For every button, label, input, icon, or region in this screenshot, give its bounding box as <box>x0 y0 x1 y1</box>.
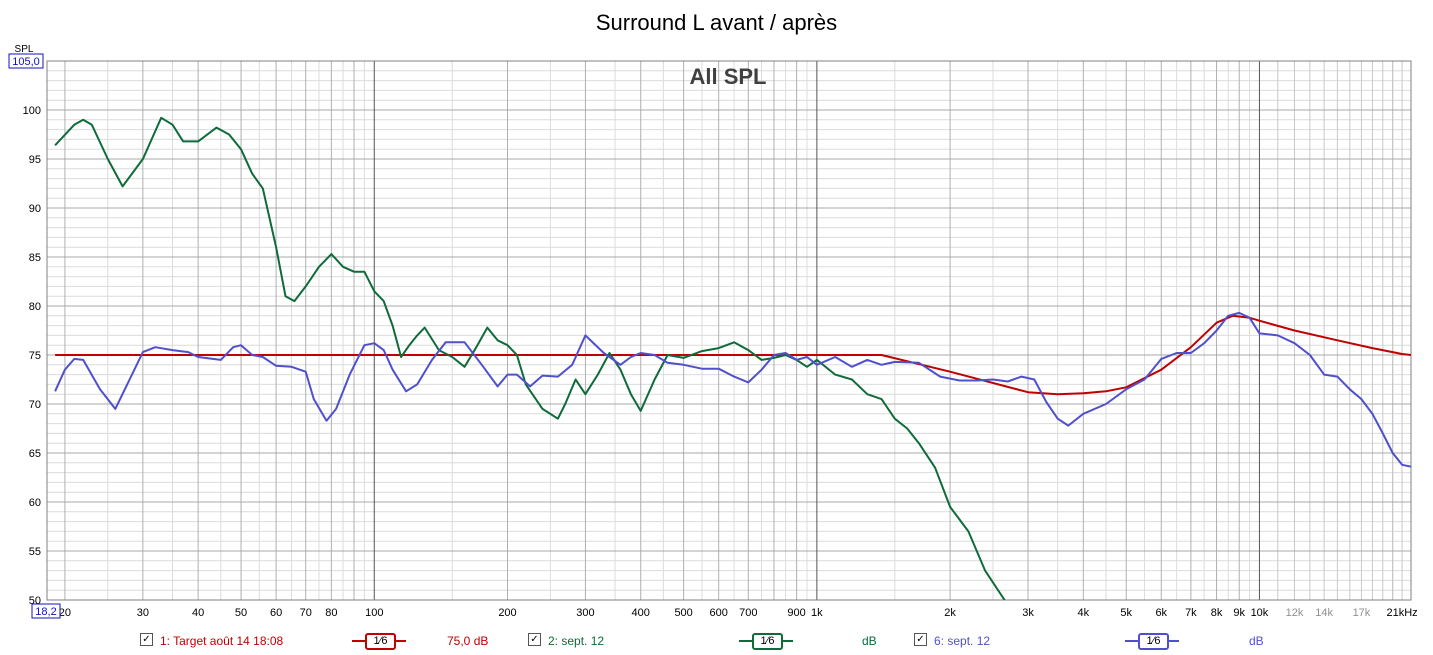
smoothing-button-sept12-b[interactable]: 1⁄6 <box>1125 632 1179 650</box>
x-tick-label: 14k <box>1315 607 1333 619</box>
legend-label-sept12-a: 2: sept. 12 <box>548 634 605 648</box>
series-layer <box>54 116 1411 600</box>
x-tick-label: 3k <box>1022 607 1034 619</box>
minor-grid <box>47 61 1411 600</box>
x-tick-label: 5k <box>1120 607 1132 619</box>
y-tick-label: 75 <box>29 350 41 362</box>
y-axis-label: SPL <box>15 44 34 55</box>
x-tick-label: 300 <box>576 607 594 619</box>
x-min-box-frame <box>31 603 61 619</box>
y-tick-label: 55 <box>29 546 41 558</box>
y-tick-label: 90 <box>29 203 41 215</box>
y-tick-label: 100 <box>23 105 41 117</box>
smoothing-label-target: 1⁄6 <box>365 633 396 650</box>
x-tick-label: 900 <box>787 607 805 619</box>
y-tick-label: 60 <box>29 497 41 509</box>
x-tick-label: 70 <box>300 607 312 619</box>
x-tick-label: 9k <box>1233 607 1245 619</box>
y-max-box-frame <box>8 53 44 69</box>
legend-checkbox-sept12-b[interactable]: ✓ <box>914 633 927 646</box>
legend-item-sept12-b: ✓ 6: sept. 12 1⁄6 dB <box>914 630 1274 652</box>
legend-item-target: ✓ 1: Target août 14 18:08 1⁄6 75,0 dB <box>140 630 560 652</box>
x-tick-label: 400 <box>632 607 650 619</box>
x-tick-label: 12k <box>1286 607 1304 619</box>
x-tick-label: 600 <box>709 607 727 619</box>
page-title: Surround L avant / après <box>595 10 838 35</box>
x-axis-ticks: 20 30 40 50 60 70 80 100 200 300 400 500 600 700 900 1k… <box>59 607 1418 619</box>
x-tick-label: 6k <box>1155 607 1167 619</box>
x-tick-label: 17k <box>1353 607 1371 619</box>
legend-item-sept12-a: ✓ 2: sept. 12 1⁄6 dB <box>528 630 888 652</box>
x-tick-label: 10k <box>1251 607 1269 619</box>
x-tick-label: 30 <box>137 607 149 619</box>
legend-value-sept12-b: dB <box>1249 634 1264 648</box>
x-tick-label: 60 <box>270 607 282 619</box>
x-tick-label: 21kHz <box>1386 607 1417 619</box>
y-max-box[interactable]: 105,0 <box>8 53 44 69</box>
x-tick-label: 50 <box>235 607 247 619</box>
series-line-1 <box>55 314 1411 396</box>
legend-label-sept12-b: 6: sept. 12 <box>934 634 991 648</box>
y-max-label: 105,0 <box>12 56 40 68</box>
legend-checkbox-target[interactable]: ✓ <box>140 633 153 646</box>
x-tick-label: 4k <box>1078 607 1090 619</box>
legend-value-sept12-a: dB <box>862 634 877 648</box>
legend-value-target: 75,0 dB <box>447 634 489 648</box>
x-tick-label: 500 <box>674 607 692 619</box>
y-tick-label: 95 <box>29 154 41 166</box>
y-tick-label: 85 <box>29 252 41 264</box>
smoothing-button-target[interactable]: 1⁄6 <box>352 632 406 650</box>
x-min-box[interactable]: 18,2 <box>31 603 61 619</box>
major-grid <box>47 60 1411 601</box>
y-tick-label: 70 <box>29 399 41 411</box>
legend-label-target: 1: Target août 14 18:08 <box>160 634 284 648</box>
y-tick-label: 80 <box>29 301 41 313</box>
spl-chart: 50 55 60 65 70 75 80 85 90 95 100 20 30 40 50 60 70 80 10… <box>8 44 1418 619</box>
series-line-2 <box>54 116 1006 600</box>
x-min-label: 18,2 <box>35 606 56 618</box>
x-tick-label: 40 <box>192 607 204 619</box>
x-tick-label: 80 <box>325 607 337 619</box>
y-tick-label: 65 <box>29 448 41 460</box>
x-tick-label: 2k <box>944 607 956 619</box>
x-tick-label: 200 <box>498 607 516 619</box>
x-tick-label: 7k <box>1185 607 1197 619</box>
x-tick-label: 100 <box>365 607 383 619</box>
chart-subtitle: All SPL <box>689 64 766 89</box>
series-line-3 <box>54 311 1411 468</box>
plot-frame <box>46 60 1412 601</box>
x-tick-label: 1k <box>811 607 823 619</box>
x-tick-label: 700 <box>739 607 757 619</box>
x-tick-label: 20 <box>59 607 71 619</box>
legend-checkbox-sept12-a[interactable]: ✓ <box>528 633 541 646</box>
smoothing-label-sept12-a: 1⁄6 <box>752 633 783 650</box>
x-tick-label: 8k <box>1211 607 1223 619</box>
smoothing-label-sept12-b: 1⁄6 <box>1138 633 1169 650</box>
smoothing-button-sept12-a[interactable]: 1⁄6 <box>739 632 793 650</box>
